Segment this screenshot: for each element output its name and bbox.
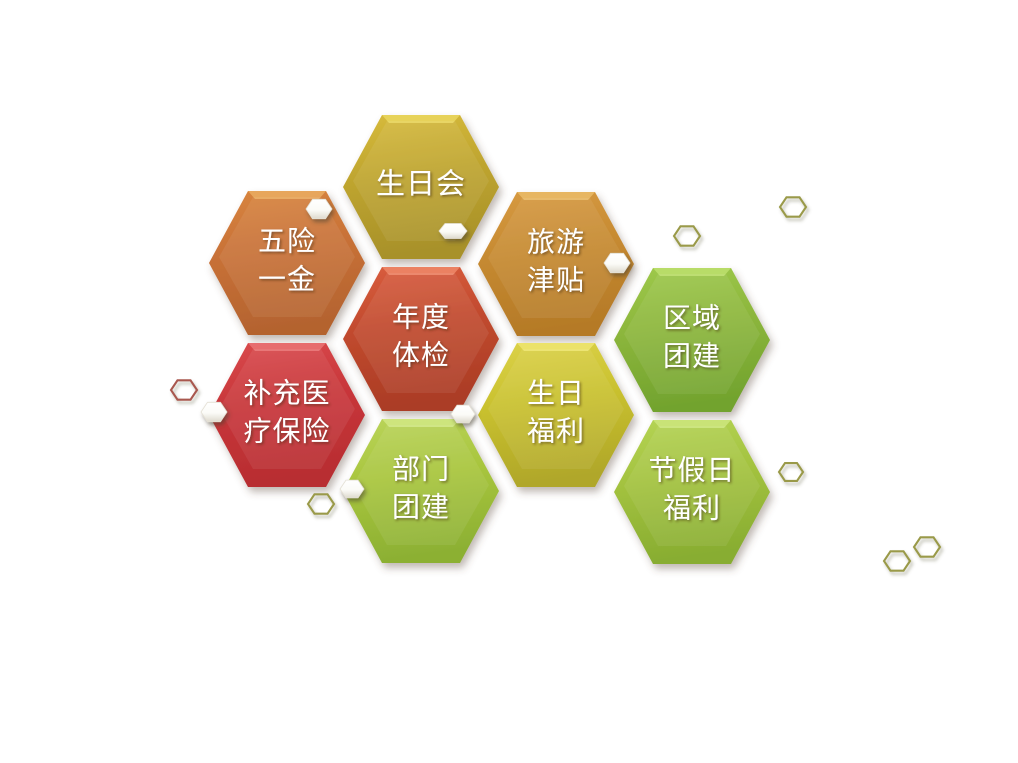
hex-jiejiari-fuli-label: 福利 [663,492,721,524]
decoration-layer [169,196,942,572]
deco-outline-1-hexagon-icon [778,196,808,218]
hex-bumen-tuanjian-highlight [353,425,489,545]
nub-bumen-tuanjian-hexagon-icon [339,479,365,499]
nub-wuxian-yijin-hexagon-icon [305,198,333,220]
hex-lvyou-jintie-label: 津贴 [527,264,585,296]
hex-buchong-yiliao-baoxian-label: 疗保险 [243,415,330,447]
hex-wuxian-yijin-label: 五险 [258,225,316,257]
hex-wuxian-yijin-highlight [219,197,355,317]
deco-outline-6-hexagon-icon [882,550,912,572]
hex-jiejiari-fuli-label: 节假日 [648,454,735,486]
hex-buchong-yiliao-baoxian-label: 补充医 [243,377,330,409]
hex-bumen-tuanjian-label: 团建 [392,491,450,523]
nub-buchong-baoxian-hexagon-icon [200,401,228,423]
hex-wuxian-yijin-label: 一金 [258,263,316,295]
deco-outline-2-hexagon-icon [672,225,702,247]
hex-bumen-tuanjian-label: 部门 [392,453,450,485]
hex-buchong-yiliao-baoxian-highlight [219,349,355,469]
hex-niandu-tijian-label: 体检 [392,339,450,371]
hex-lvyou-jintie-highlight [488,198,624,318]
hex-quyu-tuanjian-highlight [624,274,760,394]
hex-lvyou-jintie-label: 旅游 [527,226,585,258]
nub-niandu-tijian-hexagon-icon [450,404,476,424]
nub-lvyou-jintie-hexagon-icon [603,252,631,274]
deco-outline-7-hexagon-icon [912,536,942,558]
hex-quyu-tuanjian-label: 区域 [663,302,721,334]
hex-shengrihui-highlight [353,121,489,241]
hex-shengrihui-label: 生日会 [376,168,466,201]
hex-quyu-tuanjian-label: 团建 [663,340,721,372]
hex-shengri-fuli-label: 生日 [527,377,585,409]
hex-niandu-tijian-label: 年度 [392,301,450,333]
hex-jiejiari-fuli-highlight [624,426,760,546]
nub-shengrihui-bar-marker-icon [438,223,468,239]
white-nub-layer [200,198,631,499]
deco-outline-5-hexagon-icon [777,462,805,482]
deco-outline-4-hexagon-icon [306,493,336,515]
hex-shengrihui[interactable]: 生日会 [343,115,499,259]
hex-niandu-tijian-highlight [353,273,489,393]
hex-shengri-fuli-highlight [488,349,624,469]
deco-outline-3-hexagon-icon [169,379,199,401]
hex-shengri-fuli-label: 福利 [527,415,585,447]
